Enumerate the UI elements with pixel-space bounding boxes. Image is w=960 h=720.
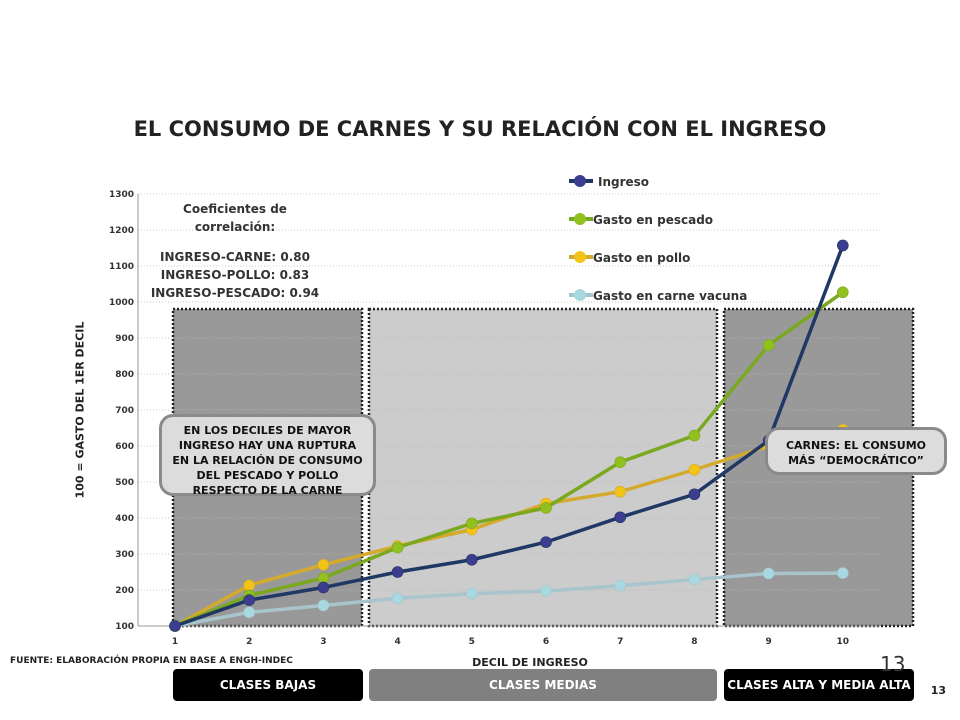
band-label-clases-altas: CLASES ALTA Y MEDIA ALTA (724, 669, 914, 701)
x-tick-label: 2 (246, 637, 252, 647)
y-tick-label: 900 (115, 334, 134, 344)
series-line-gasto-en-pescado (174, 290, 844, 628)
legend-label: Gasto en pollo (593, 251, 690, 265)
data-point (465, 517, 478, 530)
legend-swatch-marker (574, 175, 586, 187)
data-point (688, 488, 701, 501)
legend-label: Gasto en pescado (593, 213, 713, 227)
data-point (762, 567, 775, 580)
band-label-clases-bajas: CLASES BAJAS (173, 669, 363, 701)
source-note: FUENTE: ELABORACIÓN PROPIA EN BASE A ENG… (10, 656, 293, 666)
x-tick-label: 10 (837, 637, 850, 647)
y-tick-label: 1200 (109, 226, 134, 236)
correlation-line-carne: INGRESO-CARNE: 0.80 (160, 250, 310, 264)
shaded-region-2 (367, 307, 719, 628)
data-point (317, 581, 330, 594)
x-tick-label: 9 (765, 637, 771, 647)
legend-label: Gasto en carne vacuna (593, 289, 747, 303)
correlation-heading: Coeficientes de correlación: (183, 202, 287, 234)
data-point (836, 286, 849, 299)
data-point (465, 587, 478, 600)
y-tick-label: 1100 (109, 262, 134, 272)
y-tick-label: 1300 (109, 190, 134, 200)
page-number-faint: 13 (880, 652, 906, 676)
x-axis-label: DECIL DE INGRESO (472, 656, 588, 669)
x-tick-label: 6 (543, 637, 549, 647)
data-point (243, 606, 255, 619)
data-point (540, 502, 552, 514)
data-point (540, 585, 552, 597)
correlation-line-pollo: INGRESO-POLLO: 0.83 (160, 268, 310, 282)
y-axis-label: 100 = GASTO DEL 1ER DECIL (73, 321, 87, 499)
data-point (836, 567, 849, 579)
data-point (762, 339, 775, 352)
x-tick-label: 1 (172, 637, 178, 647)
data-point (614, 511, 627, 524)
y-tick-label: 600 (115, 442, 134, 452)
x-tick-label: 8 (691, 637, 697, 647)
legend-label: Ingreso (598, 175, 649, 189)
x-tick-label: 4 (394, 637, 400, 647)
data-point (836, 239, 849, 252)
correlation-box: Coeficientes de correlación: INGRESO-CAR… (150, 200, 320, 302)
x-tick-label: 7 (617, 637, 623, 647)
data-point (317, 558, 330, 571)
y-tick-label: 300 (115, 550, 134, 560)
y-tick-label: 800 (115, 370, 134, 380)
band-label-clases-medias: CLASES MEDIAS (369, 669, 717, 701)
legend-swatch-marker (574, 289, 586, 301)
y-tick-label: 400 (115, 514, 134, 524)
legend-swatch-marker (574, 213, 586, 225)
x-tick-label: 5 (469, 637, 475, 647)
page-number: 13 (930, 684, 946, 697)
legend-swatch-marker (574, 251, 586, 263)
data-point (391, 541, 404, 554)
series-line-gasto-en-carne-vacuna (174, 571, 843, 628)
y-tick-label: 200 (115, 586, 134, 596)
y-tick-label: 1000 (109, 298, 134, 308)
y-tick-label: 700 (115, 406, 134, 416)
data-point (688, 573, 701, 586)
data-point (614, 456, 627, 469)
data-point (169, 620, 181, 632)
callout-left: EN LOS DECILES DE MAYOR INGRESO HAY UNA … (159, 414, 376, 497)
data-point (614, 579, 627, 592)
data-point (465, 553, 478, 566)
y-tick-label: 100 (115, 622, 134, 632)
data-point (243, 579, 255, 592)
data-point (243, 594, 255, 606)
x-tick-label: 3 (320, 637, 326, 647)
data-point (688, 429, 701, 442)
data-point (391, 566, 404, 578)
y-tick-label: 500 (115, 478, 134, 488)
series-line-ingreso (174, 244, 845, 628)
page-title: EL CONSUMO DE CARNES Y SU RELACIÓN CON E… (133, 117, 827, 141)
data-point (614, 485, 627, 498)
correlation-line-pescado: INGRESO-PESCADO: 0.94 (150, 286, 320, 300)
data-point (391, 592, 404, 605)
data-point (540, 536, 552, 548)
callout-right: CARNES: EL CONSUMO MÁS “DEMOCRÁTICO” (765, 427, 947, 475)
data-point (688, 463, 701, 476)
data-point (317, 599, 330, 612)
